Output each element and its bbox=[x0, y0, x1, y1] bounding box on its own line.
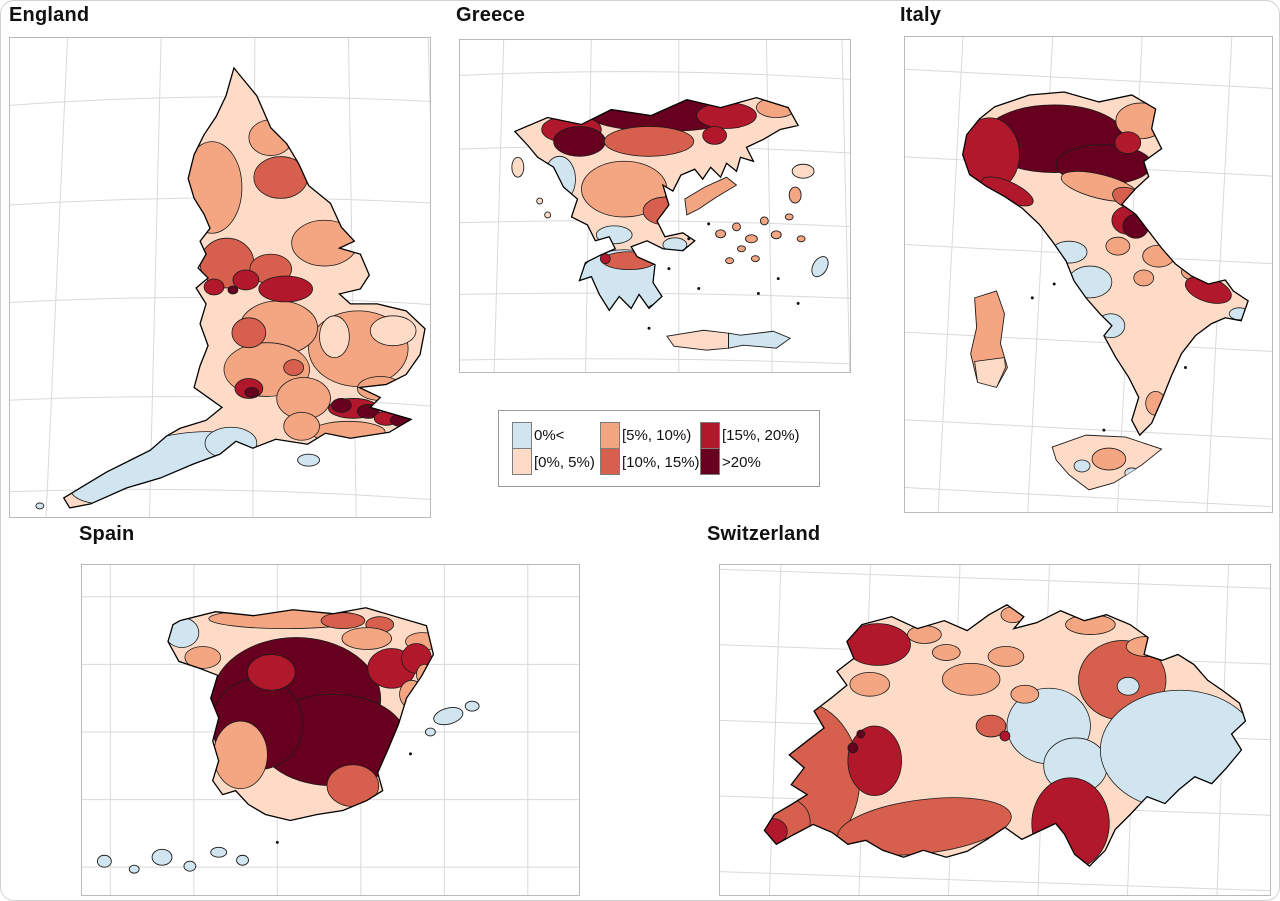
england-map bbox=[10, 38, 430, 517]
map-panel-italy bbox=[904, 36, 1273, 513]
greece-outline bbox=[513, 96, 800, 312]
panel-title-italy: Italy bbox=[900, 4, 942, 26]
greece-regions bbox=[514, 97, 799, 311]
legend-item-0-5: [0%, 5%) bbox=[512, 448, 600, 476]
legend-column-3: [15%, 20%) >20% bbox=[700, 421, 812, 476]
panel-title-spain: Spain bbox=[79, 523, 135, 545]
italy-map bbox=[905, 37, 1272, 512]
legend-swatch-gt20 bbox=[700, 448, 720, 475]
legend-column-2: [5%, 10%) [10%, 15%) bbox=[600, 421, 700, 476]
legend-swatch-0-5 bbox=[512, 448, 532, 475]
crete-west-shape bbox=[666, 329, 730, 351]
legend-swatch-10-15 bbox=[600, 448, 620, 475]
map-panel-switzerland bbox=[719, 564, 1271, 896]
map-panel-spain bbox=[81, 564, 580, 896]
euboea-shape bbox=[684, 176, 738, 216]
legend-label-10-15: [10%, 15%) bbox=[622, 453, 700, 471]
panel-title-greece: Greece bbox=[456, 4, 526, 26]
legend-item-15-20: [15%, 20%) bbox=[700, 421, 812, 449]
spain-regions bbox=[167, 607, 434, 821]
england-islands bbox=[35, 453, 320, 510]
balearic-islands bbox=[424, 700, 480, 737]
italy-outline bbox=[962, 91, 1249, 437]
legend: 0%< [0%, 5%) [5%, 10%) [10%, 15%) [15%, … bbox=[498, 410, 820, 487]
map-panel-greece bbox=[459, 39, 851, 373]
legend-label-lt0: 0%< bbox=[534, 426, 565, 444]
chios-shape bbox=[788, 186, 802, 204]
legend-label-0-5: [0%, 5%) bbox=[534, 453, 595, 471]
legend-swatch-5-10 bbox=[600, 421, 620, 449]
spain-outline bbox=[167, 607, 435, 822]
small-island-shape bbox=[35, 502, 45, 510]
greece-map bbox=[460, 40, 850, 372]
legend-item-10-15: [10%, 15%) bbox=[600, 448, 700, 476]
switzerland-map bbox=[720, 565, 1270, 895]
england-outline bbox=[62, 66, 426, 509]
switzerland-regions bbox=[764, 604, 1246, 867]
canary-islands bbox=[96, 846, 249, 874]
panel-title-england: England bbox=[9, 4, 90, 26]
crete-east-shape bbox=[728, 330, 792, 349]
rhodes-shape bbox=[811, 256, 829, 278]
switzerland-outline bbox=[763, 603, 1247, 868]
isle-of-wight-shape bbox=[297, 453, 320, 467]
legend-swatch-lt0 bbox=[512, 421, 532, 449]
legend-item-5-10: [5%, 10%) bbox=[600, 421, 700, 449]
legend-item-lt0: 0%< bbox=[512, 421, 600, 449]
legend-item-gt20: >20% bbox=[700, 448, 812, 476]
sicily bbox=[1051, 434, 1163, 491]
legend-label-15-20: [15%, 20%) bbox=[722, 426, 800, 444]
map-panel-england bbox=[9, 37, 431, 518]
panel-title-switzerland: Switzerland bbox=[707, 523, 821, 545]
greece-islands bbox=[511, 156, 829, 351]
lesbos-shape bbox=[791, 163, 815, 179]
legend-label-gt20: >20% bbox=[722, 453, 761, 471]
legend-label-5-10: [5%, 10%) bbox=[622, 426, 692, 444]
legend-swatch-15-20 bbox=[700, 421, 720, 449]
legend-column-1: 0%< [0%, 5%) bbox=[512, 421, 600, 476]
spain-map bbox=[82, 565, 579, 895]
sardinia bbox=[970, 290, 1008, 388]
